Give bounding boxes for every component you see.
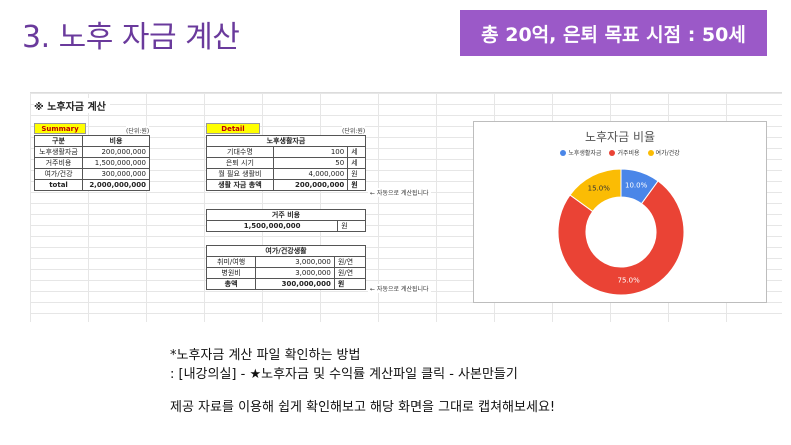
- summary-unit: (단위:원): [126, 126, 150, 135]
- table-row: total 2,000,000,000: [34, 179, 150, 191]
- table-cell: 병원비: [205, 267, 257, 279]
- table-header: 여가/건강생활: [206, 245, 366, 257]
- slice-label: 75.0%: [618, 276, 641, 284]
- table-cell: 월 필요 생활비: [206, 168, 274, 180]
- auto-calc-note: ← 자동으로 계산됩니다: [368, 188, 431, 197]
- table-cell: 원/연: [333, 267, 367, 279]
- table-cell: 세: [347, 157, 366, 169]
- table-cell: 원: [347, 168, 366, 180]
- table-row: 구분 비용: [34, 135, 150, 147]
- donut-slice-2: [569, 168, 622, 213]
- table-cell: 300,000,000: [82, 168, 150, 180]
- table-cell: 은퇴 시기: [206, 157, 274, 169]
- slice-label: 15.0%: [588, 184, 611, 192]
- table-row: 월 필요 생활비 4,000,000 원: [206, 168, 366, 180]
- legend-label: 거주비용: [617, 150, 640, 157]
- goal-badge: 총 20억, 은퇴 목표 시점 : 50세: [460, 10, 767, 56]
- spreadsheet-screenshot: ※ 노후자금 계산 Summary (단위:원) 구분 비용 노후생활자금 20…: [30, 92, 782, 322]
- table-header: 비용: [82, 135, 150, 147]
- table-cell: 원/연: [333, 256, 367, 268]
- legend-swatch: [647, 149, 654, 156]
- table-row: 거주비용 1,500,000,000: [34, 157, 150, 169]
- table-row: 1,500,000,000 원: [205, 220, 366, 232]
- legend-swatch: [560, 149, 567, 156]
- sheet-title: ※ 노후자금 계산: [34, 98, 110, 113]
- table-cell: 2,000,000,000: [82, 179, 150, 191]
- table-cell: 거주비용: [34, 157, 83, 169]
- table-row: 거주 비용: [206, 209, 366, 221]
- table-row: 병원비 3,000,000 원/연: [205, 267, 367, 279]
- table-cell: 원: [347, 179, 366, 191]
- legend-item: 여가/건강: [647, 148, 680, 157]
- legend-swatch: [609, 149, 616, 156]
- instruction-path: : [내강의실] - ★노후자금 및 수익률 계산파일 클릭 - 사본만들기: [170, 367, 518, 382]
- table-row: 은퇴 시기 50 세: [206, 157, 366, 169]
- table-cell: 기대수명: [206, 146, 274, 158]
- table-row: 노후생활자금 200,000,000: [34, 146, 150, 158]
- detail-tag: Detail: [206, 123, 260, 134]
- legend-label: 여가/건강: [655, 150, 680, 157]
- table-cell: 300,000,000: [255, 278, 335, 290]
- table-cell: 세: [347, 146, 366, 158]
- legend-item: 거주비용: [609, 148, 640, 157]
- chart-title: 노후자금 비율: [584, 130, 656, 144]
- table-cell: 총액: [205, 278, 257, 290]
- table-row: 생활 자금 총액 200,000,000 원: [206, 179, 366, 191]
- table-row: 총액 300,000,000 원: [205, 278, 367, 290]
- table-cell: 원: [337, 220, 366, 232]
- table-row: 노후생활자금: [206, 135, 366, 147]
- table-row: 취미/여행 3,000,000 원/연: [205, 256, 367, 268]
- chart-legend: 노후생활자금 거주비용 여가/건강: [474, 148, 766, 157]
- table-cell: 3,000,000: [255, 267, 335, 279]
- instruction-note: 제공 자료를 이용해 쉽게 확인해보고 해당 화면을 그대로 캡쳐해보세요!: [170, 400, 556, 415]
- table-cell: 1,500,000,000: [82, 157, 150, 169]
- table-cell: 노후생활자금: [34, 146, 83, 158]
- table-cell: 4,000,000: [272, 168, 349, 180]
- auto-calc-note: ← 자동으로 계산됩니다: [368, 284, 431, 293]
- summary-tag: Summary: [34, 123, 86, 134]
- table-cell: 여가/건강: [34, 168, 83, 180]
- table-row: 여가/건강생활: [206, 245, 366, 257]
- legend-label: 노후생활자금: [568, 150, 602, 157]
- donut-chart: 10.0% 75.0% 15.0%: [557, 168, 685, 296]
- table-header: 구분: [34, 135, 83, 147]
- table-cell: 1,500,000,000: [205, 220, 339, 232]
- table-cell: 100: [272, 146, 349, 158]
- legend-item: 노후생활자금: [560, 148, 601, 157]
- detail-unit: (단위:원): [342, 126, 366, 135]
- table-header: 거주 비용: [206, 209, 366, 221]
- table-header: 노후생활자금: [206, 135, 366, 147]
- slice-label: 10.0%: [625, 181, 648, 189]
- table-cell: 200,000,000: [82, 146, 150, 158]
- table-row: 여가/건강 300,000,000: [34, 168, 150, 180]
- table-cell: 50: [272, 157, 349, 169]
- instructions: *노후자금 계산 파일 확인하는 방법 : [내강의실] - ★노후자금 및 수…: [170, 346, 555, 417]
- summary-table: 구분 비용 노후생활자금 200,000,000 거주비용 1,500,000,…: [34, 135, 150, 191]
- table-cell: 200,000,000: [272, 179, 349, 191]
- instruction-heading: *노후자금 계산 파일 확인하는 방법: [170, 348, 361, 363]
- housing-table: 거주 비용 1,500,000,000 원: [205, 209, 366, 232]
- leisure-table: 여가/건강생활 취미/여행 3,000,000 원/연 병원비 3,000,00…: [205, 245, 367, 290]
- table-cell: 3,000,000: [255, 256, 335, 268]
- living-table: 노후생활자금 기대수명 100 세 은퇴 시기 50 세 월 필요 생활비 4,…: [206, 135, 366, 191]
- table-cell: total: [34, 179, 83, 191]
- table-cell: 취미/여행: [205, 256, 257, 268]
- chart-panel: 노후자금 비율 노후생활자금 거주비용 여가/건강 10.0% 75.0% 15.0…: [473, 121, 767, 303]
- table-row: 기대수명 100 세: [206, 146, 366, 158]
- table-cell: 원: [333, 278, 367, 290]
- table-cell: 생활 자금 총액: [206, 179, 274, 191]
- slide-title: 3. 노후 자금 계산: [22, 20, 240, 55]
